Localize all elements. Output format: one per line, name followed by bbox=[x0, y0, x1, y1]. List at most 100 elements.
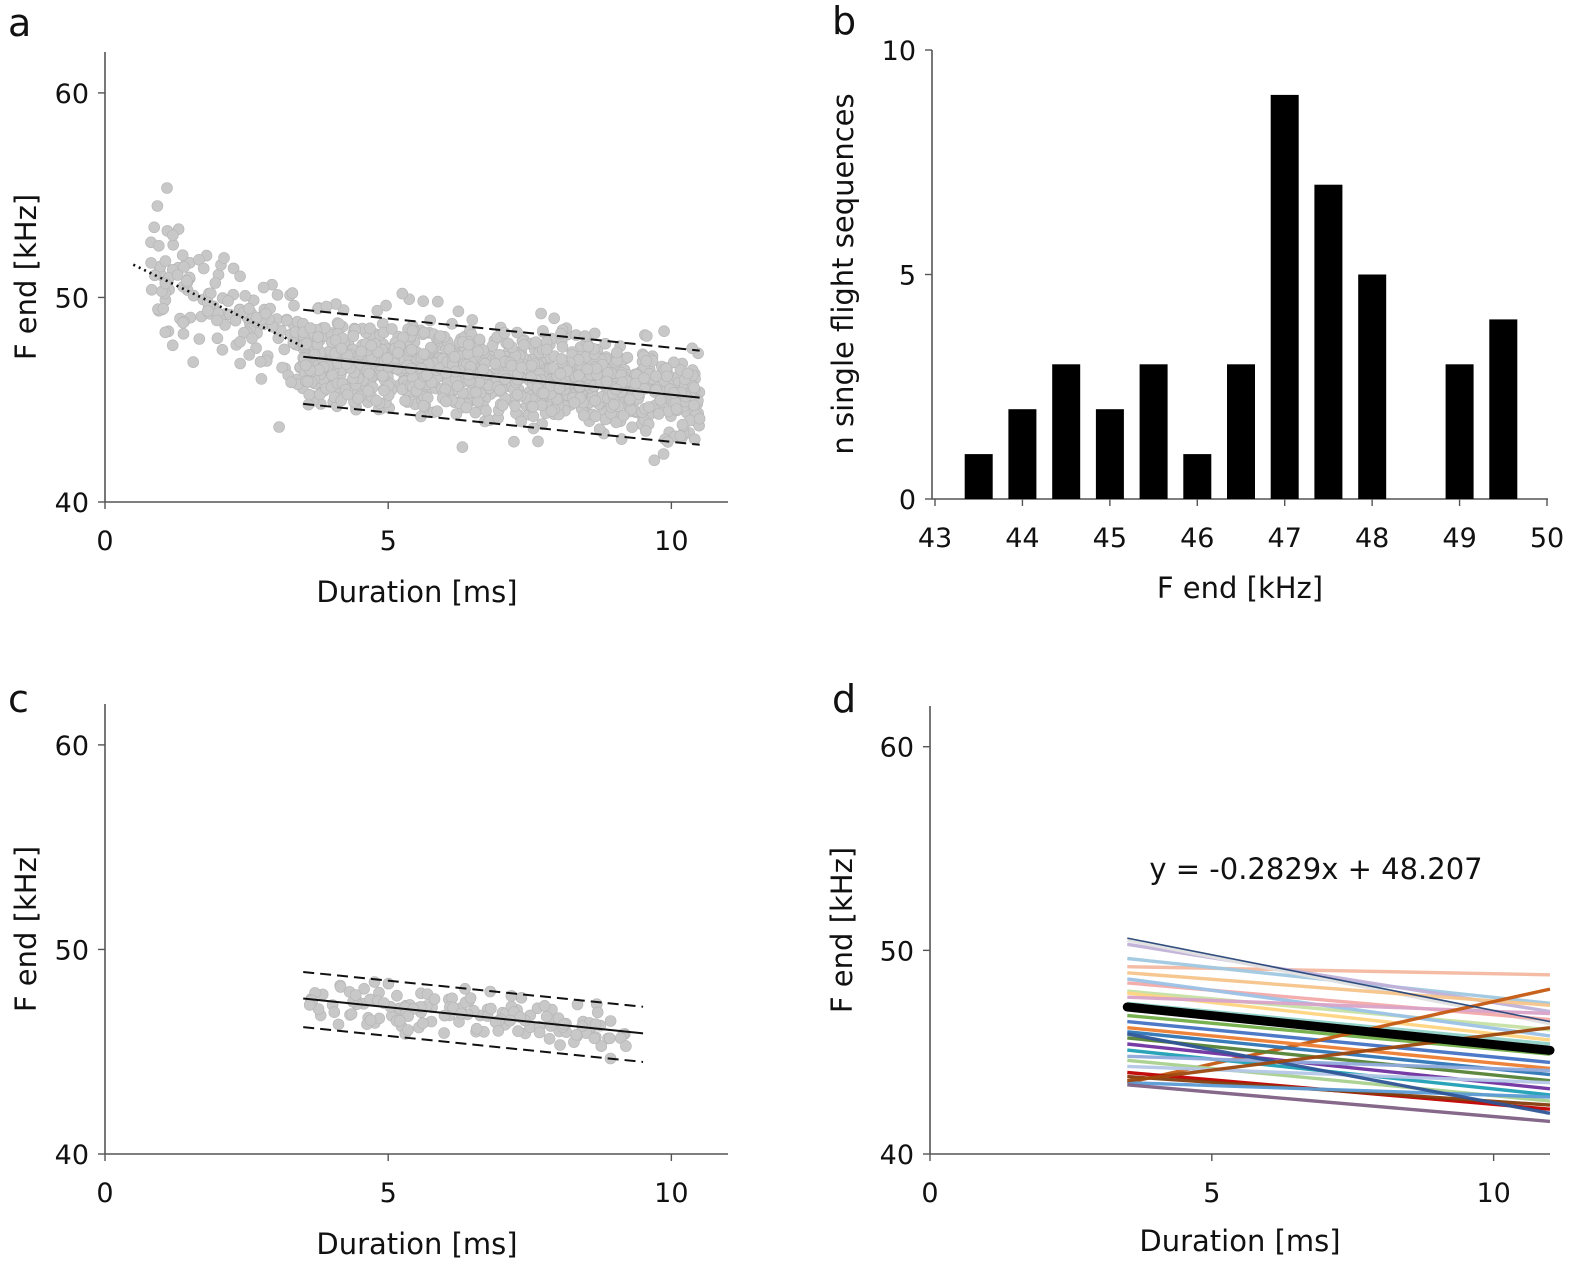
data-point bbox=[540, 343, 553, 356]
data-point bbox=[626, 421, 638, 434]
data-point bbox=[378, 384, 390, 397]
data-point bbox=[243, 302, 255, 315]
data-point bbox=[276, 361, 288, 374]
bar-45 bbox=[1095, 409, 1124, 499]
data-point bbox=[371, 304, 384, 317]
data-point bbox=[417, 1017, 429, 1030]
data-point bbox=[363, 367, 375, 380]
series-line-s27 bbox=[1127, 1083, 1551, 1124]
data-point bbox=[648, 454, 661, 467]
data-point bbox=[581, 363, 594, 376]
upper-bound-line bbox=[303, 308, 700, 352]
data-point bbox=[301, 375, 314, 388]
x-axis-label: Duration [ms] bbox=[1139, 1224, 1340, 1258]
x-tick-label: 5 bbox=[380, 526, 397, 557]
data-point bbox=[222, 295, 234, 307]
data-point bbox=[667, 387, 680, 399]
x-axis-label: Duration [ms] bbox=[316, 575, 517, 609]
data-point bbox=[589, 1018, 602, 1030]
data-point bbox=[610, 416, 623, 429]
panel-a: a 0 5 10 40 50 60 Duration [ms] F end [kHz] bbox=[8, 1, 728, 609]
data-point bbox=[621, 351, 634, 364]
data-point bbox=[448, 350, 461, 363]
y-tick-label: 5 bbox=[899, 261, 916, 292]
data-point bbox=[234, 270, 246, 283]
data-point bbox=[502, 337, 515, 350]
data-point bbox=[533, 1026, 546, 1039]
data-point bbox=[620, 1040, 632, 1052]
data-point bbox=[406, 324, 419, 337]
data-point bbox=[229, 314, 242, 327]
data-point bbox=[362, 385, 375, 397]
data-point bbox=[246, 332, 258, 345]
data-point bbox=[477, 363, 489, 376]
data-point bbox=[386, 323, 398, 335]
data-point bbox=[332, 1018, 345, 1031]
data-point bbox=[570, 1029, 583, 1041]
bar-43.5 bbox=[964, 454, 993, 499]
data-point bbox=[652, 408, 665, 420]
data-point bbox=[480, 404, 492, 417]
data-point bbox=[218, 252, 230, 264]
data-point bbox=[526, 400, 539, 413]
x-tick-label: 43 bbox=[918, 523, 952, 554]
data-point bbox=[681, 367, 694, 380]
data-point bbox=[535, 307, 547, 320]
data-point bbox=[603, 1032, 616, 1045]
data-point bbox=[167, 229, 179, 242]
data-point bbox=[572, 369, 585, 382]
data-point bbox=[234, 357, 246, 370]
data-point bbox=[355, 345, 368, 358]
data-point bbox=[399, 394, 411, 407]
x-tick-label: 50 bbox=[1530, 523, 1564, 554]
y-axis-label: F end [kHz] bbox=[825, 847, 859, 1013]
bar-46 bbox=[1183, 454, 1212, 499]
data-point bbox=[148, 269, 161, 282]
data-point bbox=[243, 349, 255, 361]
series-line-s5 bbox=[1127, 971, 1551, 1007]
data-point bbox=[657, 448, 670, 460]
x-tick-label: 48 bbox=[1355, 523, 1389, 554]
regression-equation: y = -0.2829x + 48.207 bbox=[1149, 852, 1482, 886]
data-point bbox=[303, 388, 316, 401]
data-point bbox=[615, 433, 628, 445]
data-point bbox=[582, 340, 595, 353]
data-point bbox=[171, 269, 184, 281]
panel-b: b 43 44 45 46 47 48 49 50 0 5 10 F end [kHz] n single… bbox=[826, 0, 1564, 605]
data-point bbox=[161, 182, 173, 194]
y-tick-label: 60 bbox=[55, 79, 89, 110]
data-point bbox=[278, 343, 291, 356]
data-point bbox=[312, 331, 324, 343]
data-point bbox=[460, 401, 473, 414]
data-point bbox=[178, 261, 190, 273]
upper-bound-line bbox=[303, 970, 644, 1008]
data-point bbox=[498, 327, 511, 339]
data-point bbox=[530, 336, 542, 349]
x-tick-label: 10 bbox=[1476, 1178, 1510, 1209]
data-point bbox=[153, 240, 165, 252]
data-point bbox=[554, 1039, 566, 1051]
data-point bbox=[571, 998, 584, 1011]
y-tick-label: 40 bbox=[880, 1140, 914, 1171]
data-point bbox=[254, 355, 267, 368]
data-point bbox=[405, 343, 418, 356]
bar-45.5 bbox=[1139, 364, 1168, 499]
data-point bbox=[688, 399, 700, 412]
series-line-s21 bbox=[1127, 1054, 1551, 1073]
data-point bbox=[611, 346, 623, 359]
data-point bbox=[670, 403, 683, 415]
data-point bbox=[303, 999, 316, 1011]
data-point bbox=[466, 314, 479, 326]
x-tick-label: 47 bbox=[1268, 523, 1302, 554]
data-point bbox=[418, 326, 431, 339]
data-point bbox=[420, 369, 433, 382]
data-point bbox=[545, 405, 558, 417]
data-point bbox=[440, 395, 452, 408]
data-point bbox=[358, 982, 370, 995]
data-point bbox=[629, 377, 642, 390]
data-point bbox=[640, 330, 653, 342]
y-tick-label: 60 bbox=[55, 731, 89, 762]
data-point bbox=[151, 200, 164, 212]
data-point bbox=[588, 1032, 601, 1045]
data-point bbox=[402, 1024, 414, 1036]
